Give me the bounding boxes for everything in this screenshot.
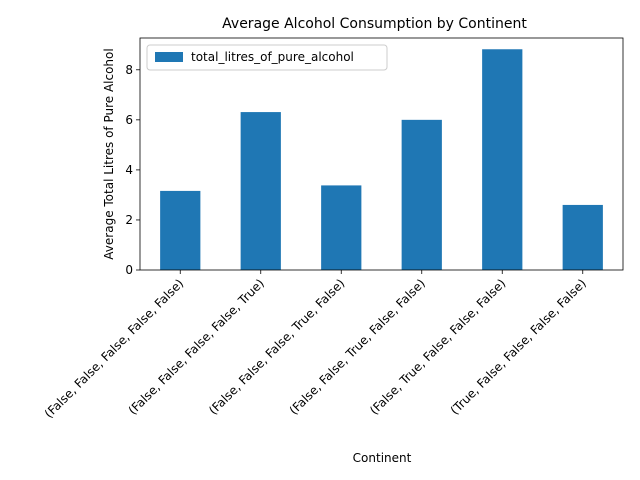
y-tick-label-1: 2 bbox=[125, 213, 133, 227]
bar-3 bbox=[401, 119, 442, 270]
y-tick-label-4: 8 bbox=[125, 63, 133, 77]
legend-swatch bbox=[155, 52, 183, 62]
bar-2 bbox=[321, 185, 362, 270]
legend: total_litres_of_pure_alcohol bbox=[146, 44, 388, 71]
bar-5 bbox=[562, 204, 603, 270]
plot-frame bbox=[139, 37, 624, 271]
x-axis-label: Continent bbox=[353, 451, 412, 465]
x-axis-ticks: (False, False, False, False, False)(Fals… bbox=[42, 270, 589, 421]
bars-group bbox=[160, 49, 603, 271]
x-tick-label-4: (False, True, False, False, False) bbox=[367, 276, 508, 417]
x-tick-label-1: (False, False, False, False, True) bbox=[126, 276, 267, 417]
x-tick-label-0: (False, False, False, False, False) bbox=[42, 276, 187, 421]
chart-title: Average Alcohol Consumption by Continent bbox=[222, 16, 527, 32]
legend-frame bbox=[146, 44, 388, 71]
y-tick-label-2: 4 bbox=[125, 163, 133, 177]
y-tick-label-3: 6 bbox=[125, 113, 133, 127]
bar-0 bbox=[160, 190, 201, 270]
x-tick-label-3: (False, False, True, False, False) bbox=[287, 276, 428, 417]
x-tick-label-5: (True, False, False, False, False) bbox=[448, 276, 589, 417]
bar-4 bbox=[482, 49, 523, 271]
legend-label: total_litres_of_pure_alcohol bbox=[191, 50, 354, 64]
x-tick-label-2: (False, False, False, True, False) bbox=[206, 276, 347, 417]
y-axis-label: Average Total Litres of Pure Alcohol bbox=[102, 48, 116, 259]
y-tick-label-0: 0 bbox=[125, 263, 133, 277]
y-axis-ticks: 0 2 4 6 8 bbox=[125, 63, 140, 277]
bar-1 bbox=[240, 112, 281, 270]
